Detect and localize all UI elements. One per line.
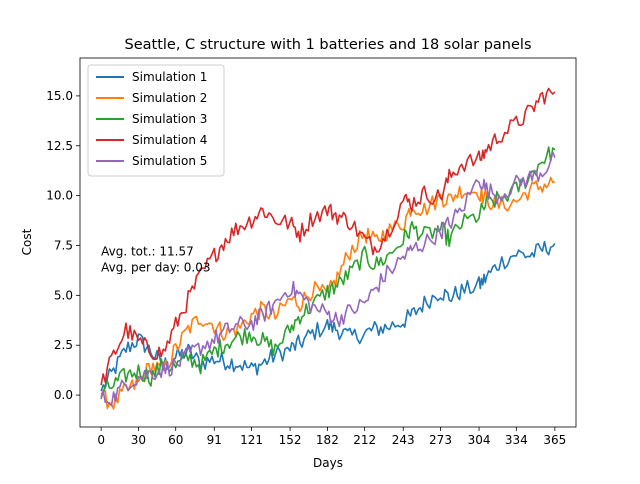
series-line-4 [100, 87, 556, 386]
x-tick-label: 60 [168, 433, 183, 447]
y-axis-ticks: 0.0 2.5 5.0 7.5 10.0 12.5 15.0 [46, 89, 80, 402]
annotation-average-per-day: Avg. per day: 0.03 [101, 260, 210, 274]
legend-box [87, 64, 225, 177]
y-tick-label: 12.5 [46, 139, 73, 153]
x-tick-label: 121 [240, 433, 263, 447]
x-tick-label: 0 [97, 433, 105, 447]
series-layer [100, 87, 556, 410]
x-tick-label: 30 [131, 433, 146, 447]
y-tick-label: 0.0 [54, 388, 73, 402]
chart-title: Seattle, C structure with 1 batteries an… [125, 37, 532, 53]
x-tick-label: 243 [392, 433, 415, 447]
legend: Simulation 1 Simulation 2 Simulation 3 Simu… [87, 64, 225, 177]
annotation-average-total: Avg. tot.: 11.57 [101, 244, 194, 258]
legend-label-4: Simulation 4 [132, 133, 207, 147]
y-tick-label: 5.0 [54, 288, 73, 302]
legend-label-3: Simulation 3 [132, 112, 207, 126]
legend-label-5: Simulation 5 [132, 154, 207, 168]
x-tick-label: 365 [543, 433, 566, 447]
legend-label-1: Simulation 1 [132, 70, 207, 84]
x-tick-label: 212 [353, 433, 376, 447]
y-tick-label: 10.0 [46, 189, 73, 203]
y-tick-label: 15.0 [46, 89, 73, 103]
x-tick-label: 182 [316, 433, 339, 447]
series-line-5 [100, 151, 556, 407]
series-line-3 [100, 146, 556, 395]
y-tick-label: 2.5 [54, 338, 73, 352]
x-axis-ticks: 0 30 60 91 121 152 182 212 243 273 304 334 365 [97, 427, 566, 447]
x-axis-label: Days [313, 456, 343, 470]
x-tick-label: 334 [505, 433, 528, 447]
y-axis-label: Cost [20, 228, 34, 255]
x-tick-label: 91 [207, 433, 222, 447]
legend-label-2: Simulation 2 [132, 91, 207, 105]
series-line-1 [100, 240, 556, 392]
y-tick-label: 7.5 [54, 238, 73, 252]
plot-frame [79, 57, 577, 428]
x-tick-label: 273 [429, 433, 452, 447]
x-tick-label: 304 [468, 433, 491, 447]
x-tick-label: 152 [279, 433, 302, 447]
